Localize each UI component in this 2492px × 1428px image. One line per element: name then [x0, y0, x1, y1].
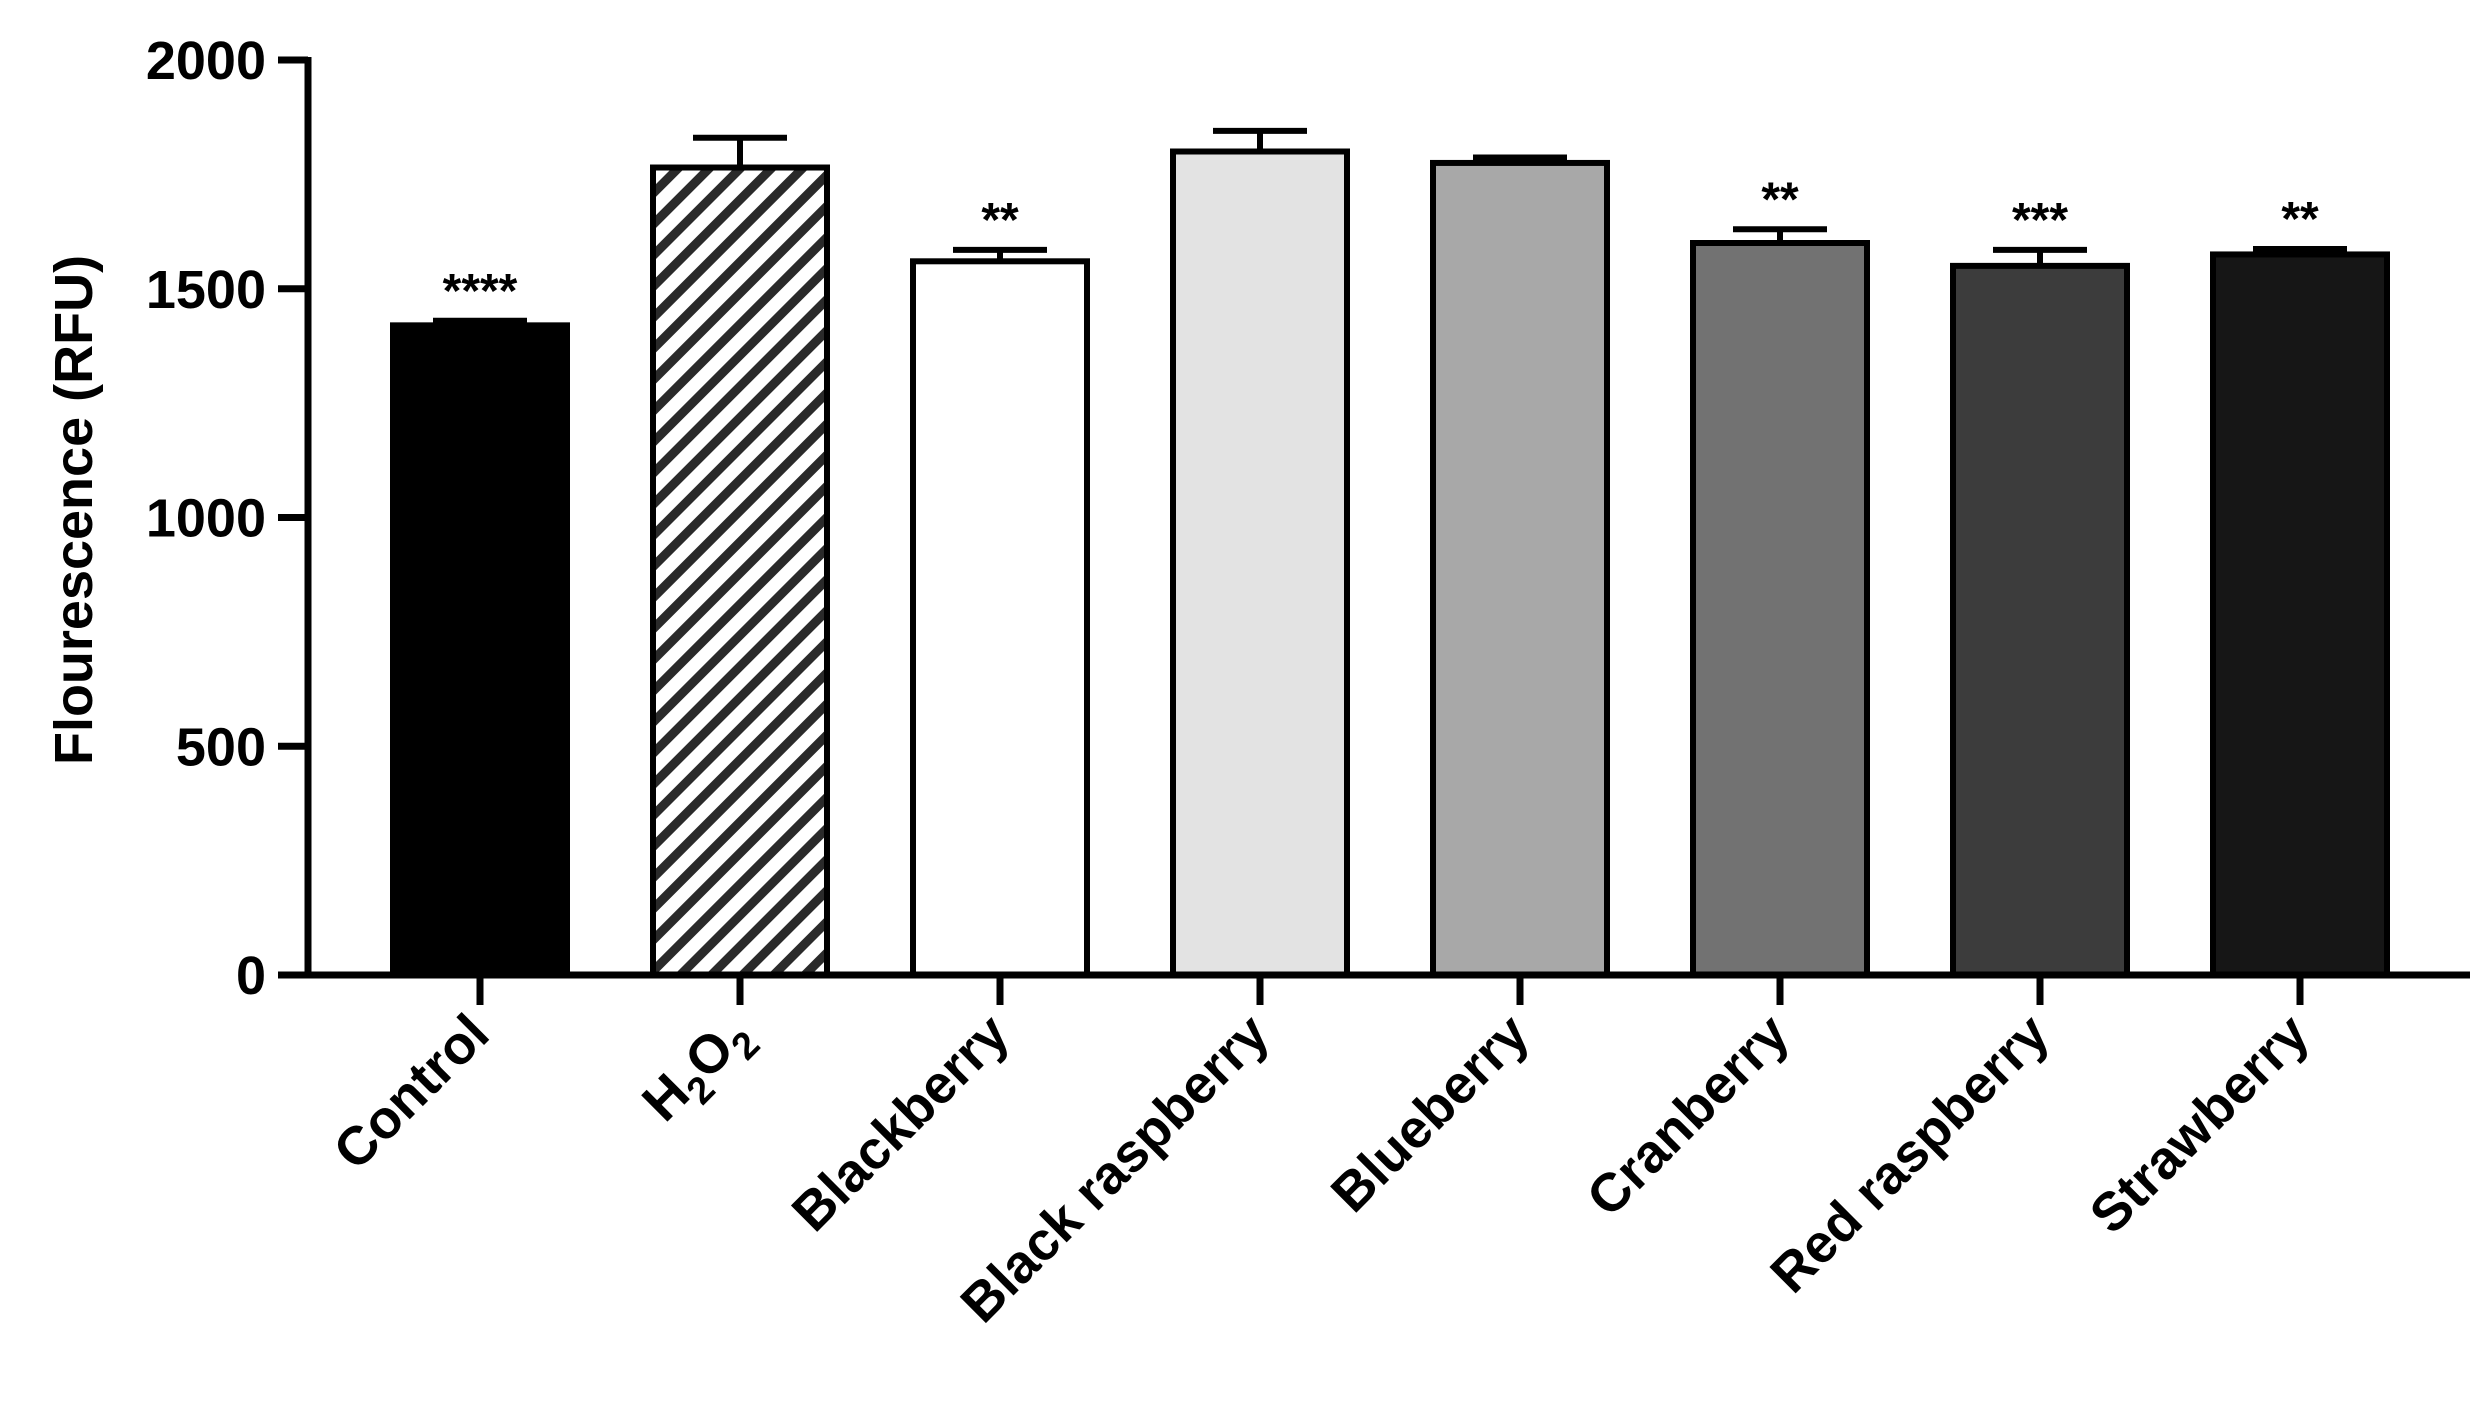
- bar-2: [910, 258, 1090, 978]
- y-tick-label-2: 1000: [146, 489, 266, 549]
- significance-label-7: **: [2281, 193, 2319, 246]
- significance-label-6: ***: [2012, 194, 2068, 247]
- x-tick-label-0: Control: [322, 1003, 500, 1181]
- x-tick-label-5: Cranberry: [1576, 1003, 1801, 1228]
- significance-label-2: **: [981, 194, 1019, 247]
- significance-label-5: **: [1761, 173, 1799, 226]
- bar-6: [1950, 262, 2130, 978]
- bar-0: [390, 322, 570, 979]
- y-tick-label-3: 1500: [146, 260, 266, 320]
- y-axis-title: Flourescence (RFU): [44, 255, 104, 765]
- bar-1: [650, 164, 830, 978]
- bar-4: [1430, 159, 1610, 978]
- x-tick-label-6: Red raspberry: [1759, 1003, 2060, 1304]
- y-tick-label-0: 0: [236, 946, 266, 1006]
- x-tick-label-4: Blueberry: [1320, 1003, 1541, 1224]
- x-tick-label-1: H2O2: [631, 1003, 768, 1140]
- x-tick-label-7: Strawberry: [2079, 1003, 2321, 1245]
- bar-5: [1690, 240, 1870, 978]
- x-tick-label-2: Blackberry: [781, 1003, 1021, 1243]
- y-tick-label-1: 500: [176, 717, 266, 777]
- bar-7: [2210, 251, 2390, 978]
- y-tick-label-4: 2000: [146, 31, 266, 91]
- significance-label-0: ****: [443, 265, 518, 318]
- bar-3: [1170, 148, 1350, 978]
